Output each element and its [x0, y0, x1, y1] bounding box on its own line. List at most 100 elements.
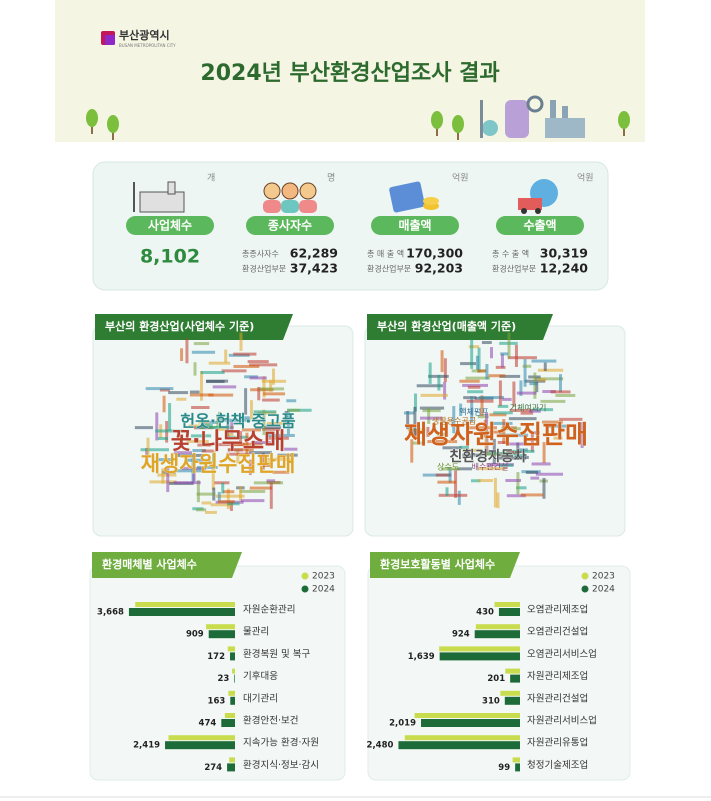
bar [168, 735, 235, 741]
bar [512, 757, 520, 763]
legend-label: 2023 [312, 572, 335, 582]
category-label: 자원관리유통업 [527, 737, 588, 749]
wordcloud-filler [542, 390, 556, 394]
wordcloud-filler [249, 451, 272, 455]
wordcloud-filler [245, 432, 249, 458]
value-label: 474 [199, 719, 217, 729]
wordcloud-word: 상수도 [437, 462, 459, 472]
wordcloud-filler [272, 470, 290, 474]
legend-swatch [581, 572, 589, 580]
wordcloud-filler [201, 501, 212, 505]
wordcloud-filler [506, 449, 535, 453]
category-label: 대기관리 [243, 693, 278, 704]
icon-face [263, 182, 281, 200]
wordcloud-filler [555, 393, 576, 397]
wordcloud-filler [146, 437, 150, 457]
wordcloud-filler [205, 510, 217, 514]
wordcloud-filler [531, 431, 540, 435]
icon-truck [518, 198, 542, 210]
wordcloud-filler [531, 462, 551, 466]
wordcloud-filler [506, 450, 520, 454]
wordcloud-filler [196, 508, 207, 512]
wordcloud-filler [525, 470, 539, 474]
category-label: 청정기술제조업 [527, 759, 588, 771]
wordcloud-filler [490, 347, 494, 359]
tree-trunk [436, 124, 438, 136]
wordcloud-filler [427, 440, 458, 444]
wordcloud-filler [508, 417, 537, 421]
lab-building [505, 100, 529, 138]
wordcloud-filler [462, 453, 482, 457]
category-label: 자원관리제조업 [527, 670, 588, 682]
summary-unit: 억원 [452, 172, 469, 184]
wordcloud-filler [262, 409, 266, 436]
wordcloud-filler [413, 406, 417, 436]
category-label: 환경복원 및 복구 [243, 648, 310, 660]
wordcloud-filler [176, 469, 204, 473]
wordcloud-filler [467, 385, 481, 389]
summary-unit: 명 [327, 173, 335, 184]
bar [515, 763, 520, 772]
wordcloud-filler [216, 414, 220, 427]
wordcloud-filler [249, 400, 253, 420]
wordcloud-filler [505, 478, 521, 482]
wordcloud-filler [262, 398, 280, 402]
wordcloud-filler [535, 472, 564, 476]
wordcloud-filler [435, 473, 452, 477]
summary-label: 매출액 [398, 218, 431, 233]
wordcloud-filler [197, 465, 218, 469]
wordcloud-filler [426, 426, 430, 437]
wordcloud-filler [477, 369, 486, 373]
value-label: 1,639 [408, 652, 435, 662]
wordcloud-filler [407, 428, 426, 432]
wordcloud-filler [180, 467, 207, 471]
wordcloud-filler [226, 488, 230, 509]
wordcloud-filler [253, 481, 284, 485]
wordcloud-filler [468, 426, 497, 430]
wordcloud-filler [534, 377, 564, 381]
wordcloud-filler [230, 420, 234, 434]
wordcloud-filler [217, 411, 221, 423]
wordcloud-filler [492, 438, 496, 464]
wordcloud-filler [493, 411, 513, 415]
wordcloud-filler [514, 453, 526, 457]
wordcloud-filler [206, 380, 225, 384]
bar [224, 713, 235, 718]
wordcloud-filler [532, 408, 554, 412]
wordcloud-filler [438, 493, 468, 497]
wordcloud-filler [495, 365, 506, 369]
wordcloud-tab [367, 314, 553, 340]
bar [230, 652, 235, 661]
value-label: 2,480 [367, 741, 394, 751]
wordcloud-filler [516, 391, 537, 395]
category-label: 오염관리건설업 [527, 626, 588, 638]
bar [421, 719, 520, 727]
wordcloud-filler [406, 411, 410, 430]
tree-crown [618, 111, 630, 129]
tree-crown [107, 115, 119, 133]
legend-label: 2024 [312, 585, 335, 595]
wordcloud-filler [155, 429, 184, 433]
wordcloud-filler [261, 464, 270, 468]
wordcloud-filler [155, 412, 159, 441]
wordcloud-filler [460, 362, 476, 366]
tree-trunk [457, 128, 459, 140]
wordcloud-filler [266, 479, 276, 483]
bar [504, 696, 520, 705]
wordcloud-filler [226, 415, 230, 438]
wordcloud-filler [530, 432, 534, 452]
wordcloud-filler [480, 395, 484, 417]
bar [206, 624, 235, 630]
tree-trunk [112, 128, 114, 140]
wordcloud-filler [239, 485, 243, 501]
wordcloud-filler [272, 368, 276, 385]
logo-text: 부산광역시 [119, 28, 170, 42]
wordcloud-filler [488, 374, 506, 378]
wordcloud-filler [414, 393, 418, 412]
wordcloud-filler [484, 426, 488, 456]
wordcloud-filler [530, 476, 540, 480]
logo-subtext: BUSAN METROPOLITAN CITY [119, 43, 176, 48]
wordcloud-filler [543, 362, 547, 372]
category-label: 환경안전·보건 [243, 715, 298, 727]
